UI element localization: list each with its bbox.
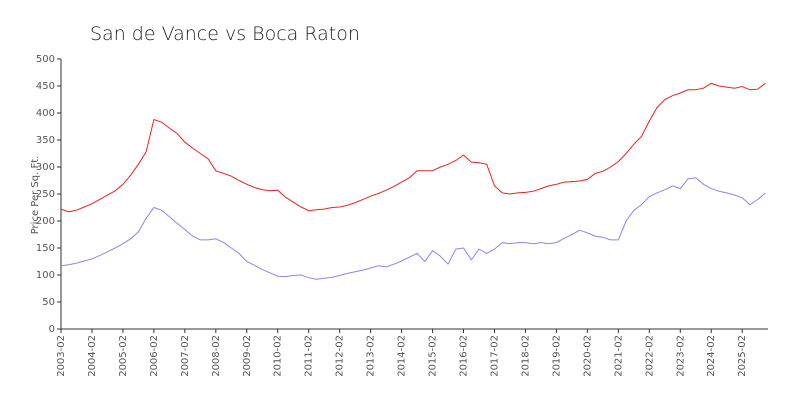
y-tick-label: 100 xyxy=(36,270,55,281)
y-tick-label: 50 xyxy=(42,297,55,308)
y-tick-label: 400 xyxy=(36,108,55,119)
x-tick-label: 2019-02 xyxy=(551,335,562,377)
x-tick-label: 2013-02 xyxy=(366,335,377,377)
y-tick-label: 500 xyxy=(36,54,55,65)
x-tick-label: 2008-02 xyxy=(211,335,222,377)
x-tick-label: 2006-02 xyxy=(149,335,160,377)
x-tick-label: 2017-02 xyxy=(489,335,500,377)
x-tick-label: 2005-02 xyxy=(118,335,129,377)
x-tick-label: 2012-02 xyxy=(335,335,346,377)
x-tick-label: 2020-02 xyxy=(582,335,593,377)
x-tick-label: 2021-02 xyxy=(613,335,624,377)
chart-title: San de Vance vs Boca Raton xyxy=(90,23,360,45)
y-tick-label: 300 xyxy=(36,162,55,173)
x-tick-label: 2009-02 xyxy=(242,335,253,377)
y-tick-label: 450 xyxy=(36,81,55,92)
x-tick-label: 2011-02 xyxy=(304,335,315,377)
x-tick-label: 2024-02 xyxy=(706,335,717,377)
y-axis-label: Price Per Sq. Ft. xyxy=(30,156,41,235)
x-tick-label: 2022-02 xyxy=(644,335,655,377)
y-tick-label: 250 xyxy=(36,189,55,200)
y-tick-label: 150 xyxy=(36,243,55,254)
x-tick-label: 2025-02 xyxy=(737,335,748,377)
x-tick-label: 2015-02 xyxy=(428,335,439,377)
series-line xyxy=(60,177,766,280)
x-tick-label: 2018-02 xyxy=(520,335,531,377)
y-tick-label: 350 xyxy=(36,135,55,146)
series-line xyxy=(60,82,766,213)
y-tick-label: 0 xyxy=(49,324,55,335)
x-tick-label: 2007-02 xyxy=(180,335,191,377)
x-tick-label: 2016-02 xyxy=(459,335,470,377)
y-tick-label: 200 xyxy=(36,216,55,227)
x-tick-label: 2023-02 xyxy=(675,335,686,377)
x-tick-label: 2014-02 xyxy=(397,335,408,377)
x-tick-label: 2003-02 xyxy=(56,335,67,377)
x-tick-label: 2004-02 xyxy=(87,335,98,377)
x-tick-label: 2010-02 xyxy=(273,335,284,377)
